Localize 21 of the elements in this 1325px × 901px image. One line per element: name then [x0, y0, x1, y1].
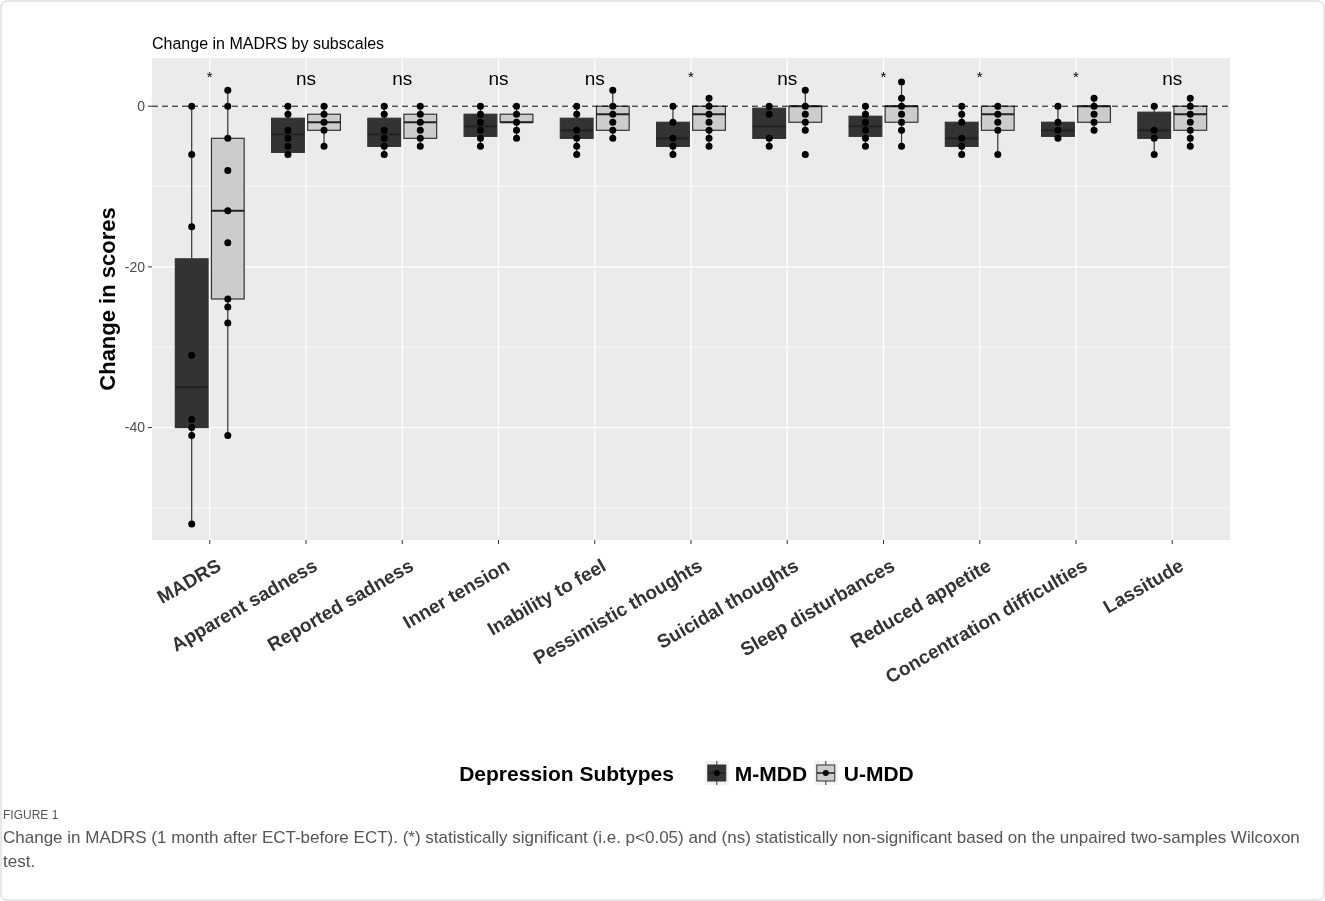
y-tick-label: 0 [137, 98, 146, 115]
caption: FIGURE 1 [3, 808, 59, 822]
y-tick-label: -40 [124, 419, 146, 436]
legend-label: M-MDD [734, 762, 808, 785]
annotation: ns [1162, 68, 1183, 89]
annotation: ns [777, 68, 798, 89]
annotation: ns [488, 68, 509, 89]
chart-title: Change in MADRS by subscales [152, 35, 385, 52]
annotation: * [1073, 68, 1080, 85]
annotation: * [206, 68, 213, 85]
annotation: * [880, 68, 887, 85]
annotation: * [688, 68, 695, 85]
legend-title: Depression Subtypes [459, 762, 674, 785]
y-tick-label: -20 [124, 258, 146, 275]
annotation: ns [392, 68, 413, 89]
text: Change in MADRS (1 month after ECT-before ECT). (*) statistically significant (i.e. p<0.05) and (ns) statistically non-significant based on the unpaired two-samples Wilcoxon test. [3, 827, 1301, 873]
annotation: * [976, 68, 983, 85]
annotation: ns [295, 68, 317, 89]
y-axis-title: Change in scores [95, 207, 120, 391]
annotation: ns [584, 68, 605, 89]
legend-label: U-MDD [843, 762, 914, 785]
